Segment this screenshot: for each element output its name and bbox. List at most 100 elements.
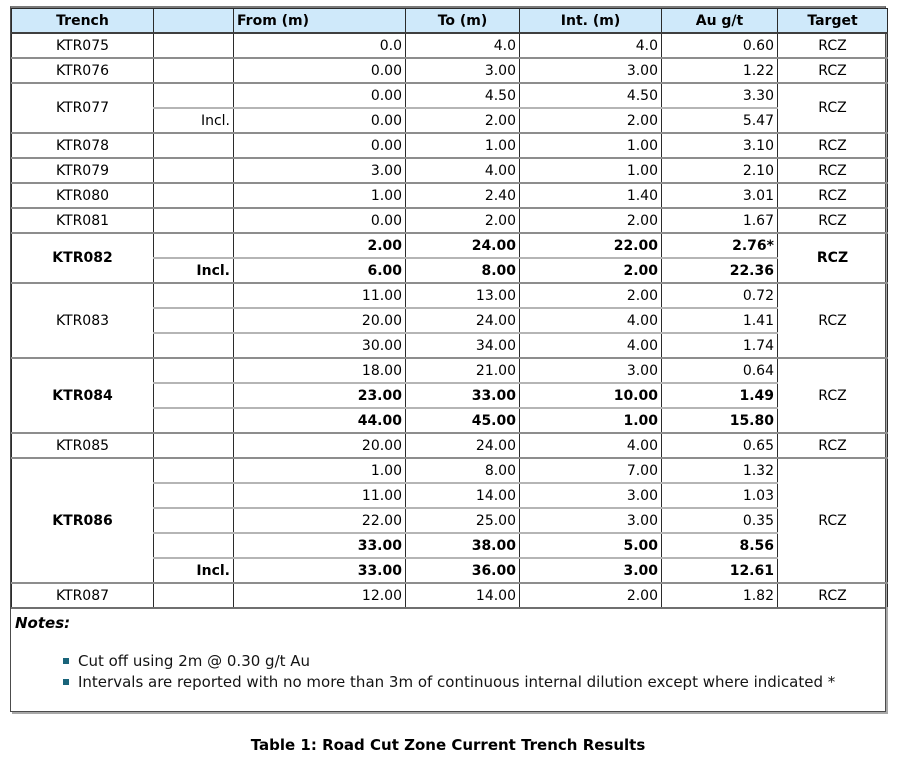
incl-cell xyxy=(153,407,234,433)
to-cell: 13.00 xyxy=(405,282,520,308)
from-cell: 11.00 xyxy=(233,482,406,508)
table-row: KTR079 3.00 4.00 1.00 2.10 RCZ xyxy=(11,157,888,183)
from-cell: 1.00 xyxy=(233,182,406,208)
au-cell: 3.30 xyxy=(661,82,778,108)
int-cell: 4.00 xyxy=(519,432,662,458)
trench-cell: KTR087 xyxy=(11,582,154,607)
au-cell: 15.80 xyxy=(661,407,778,433)
from-cell: 12.00 xyxy=(233,582,406,607)
table-row: KTR077 0.00 4.50 4.50 3.30 RCZ xyxy=(11,82,888,133)
bullet-square-icon xyxy=(63,658,69,664)
to-cell: 45.00 xyxy=(405,407,520,433)
column-header-int: Int. (m) xyxy=(519,8,662,34)
target-cell: RCZ xyxy=(777,82,888,133)
au-cell: 2.10 xyxy=(661,157,778,183)
au-cell: 1.32 xyxy=(661,457,778,483)
au-cell: 0.64 xyxy=(661,357,778,383)
table-row: 22.00 25.00 3.00 0.35 xyxy=(12,507,888,533)
target-cell: RCZ xyxy=(777,457,888,583)
from-cell: 0.00 xyxy=(233,57,406,83)
to-cell: 33.00 xyxy=(405,382,520,408)
to-cell: 34.00 xyxy=(405,332,520,358)
from-cell: 1.00 xyxy=(233,457,406,483)
au-cell: 1.74 xyxy=(661,332,778,358)
incl-cell xyxy=(153,357,234,383)
au-cell: 0.65 xyxy=(661,432,778,458)
int-cell: 3.00 xyxy=(519,507,662,533)
int-cell: 5.00 xyxy=(519,532,662,558)
incl-cell xyxy=(153,532,234,558)
trench-cell: KTR083 xyxy=(11,282,154,358)
table-row: 30.00 34.00 4.00 1.74 xyxy=(12,332,888,358)
trench-cell: KTR082 xyxy=(11,232,154,283)
int-cell: 1.00 xyxy=(519,407,662,433)
target-cell: RCZ xyxy=(777,32,888,58)
notes-section: Notes: Cut off using 2m @ 0.30 g/t Au In… xyxy=(11,607,885,711)
int-cell: 10.00 xyxy=(519,382,662,408)
target-cell: RCZ xyxy=(777,57,888,83)
int-cell: 7.00 xyxy=(519,457,662,483)
note-item: Intervals are reported with no more than… xyxy=(63,672,877,693)
int-cell: 4.0 xyxy=(519,32,662,58)
table-row: KTR080 1.00 2.40 1.40 3.01 RCZ xyxy=(11,182,888,208)
int-cell: 2.00 xyxy=(519,257,662,283)
table-row: KTR078 0.00 1.00 1.00 3.10 RCZ xyxy=(11,132,888,158)
trench-results-box: Trench From (m) To (m) Int. (m) Au g/t T… xyxy=(10,6,888,712)
trench-cell: KTR081 xyxy=(11,207,154,233)
to-cell: 24.00 xyxy=(405,432,520,458)
target-cell: RCZ xyxy=(777,182,888,208)
trench-cell: KTR084 xyxy=(11,357,154,433)
from-cell: 6.00 xyxy=(233,257,406,283)
int-cell: 1.40 xyxy=(519,182,662,208)
trench-cell: KTR078 xyxy=(11,132,154,158)
incl-cell xyxy=(153,382,234,408)
from-cell: 33.00 xyxy=(233,532,406,558)
au-cell: 22.36 xyxy=(661,257,778,283)
incl-cell xyxy=(153,457,234,483)
incl-cell xyxy=(153,232,234,258)
incl-cell xyxy=(153,332,234,358)
to-cell: 4.50 xyxy=(405,82,520,108)
au-cell: 1.41 xyxy=(661,307,778,333)
incl-cell: Incl. xyxy=(153,257,234,283)
to-cell: 3.00 xyxy=(405,57,520,83)
note-text: Cut off using 2m @ 0.30 g/t Au xyxy=(78,652,311,670)
table-row: 20.00 24.00 4.00 1.41 xyxy=(12,307,888,333)
to-cell: 2.00 xyxy=(405,207,520,233)
target-cell: RCZ xyxy=(777,432,888,458)
incl-cell xyxy=(153,182,234,208)
table-row: KTR082 2.00 24.00 22.00 2.76* RCZ xyxy=(11,232,888,283)
trench-cell: KTR075 xyxy=(11,32,154,58)
from-cell: 0.00 xyxy=(233,207,406,233)
target-cell: RCZ xyxy=(777,282,888,358)
target-cell: RCZ xyxy=(777,357,888,433)
table-row: KTR083 11.00 13.00 2.00 0.72 RCZ xyxy=(11,282,888,358)
trench-cell: KTR077 xyxy=(11,82,154,133)
from-cell: 23.00 xyxy=(233,382,406,408)
table-body: KTR075 0.0 4.0 4.0 0.60 RCZ KTR076 0.00 3.00 3.00… xyxy=(11,32,888,607)
to-cell: 8.00 xyxy=(405,457,520,483)
incl-cell xyxy=(153,507,234,533)
to-cell: 2.00 xyxy=(405,107,520,133)
incl-cell xyxy=(153,307,234,333)
from-cell: 20.00 xyxy=(233,307,406,333)
notes-title: Notes: xyxy=(15,614,71,632)
header-row: Trench From (m) To (m) Int. (m) Au g/t T… xyxy=(11,8,888,34)
target-cell: RCZ xyxy=(777,582,888,607)
from-cell: 20.00 xyxy=(233,432,406,458)
from-cell: 0.00 xyxy=(233,107,406,133)
au-cell: 1.49 xyxy=(661,382,778,408)
to-cell: 14.00 xyxy=(405,582,520,607)
au-cell: 1.22 xyxy=(661,57,778,83)
from-cell: 0.00 xyxy=(233,132,406,158)
note-item: Cut off using 2m @ 0.30 g/t Au xyxy=(63,651,877,672)
au-cell: 3.10 xyxy=(661,132,778,158)
table-header: Trench From (m) To (m) Int. (m) Au g/t T… xyxy=(11,8,888,34)
int-cell: 1.00 xyxy=(519,132,662,158)
trench-results-table: Trench From (m) To (m) Int. (m) Au g/t T… xyxy=(11,8,888,607)
trench-cell: KTR086 xyxy=(11,457,154,583)
incl-cell xyxy=(153,32,234,58)
to-cell: 24.00 xyxy=(405,307,520,333)
table-row: Incl. 33.00 36.00 3.00 12.61 xyxy=(12,557,888,583)
